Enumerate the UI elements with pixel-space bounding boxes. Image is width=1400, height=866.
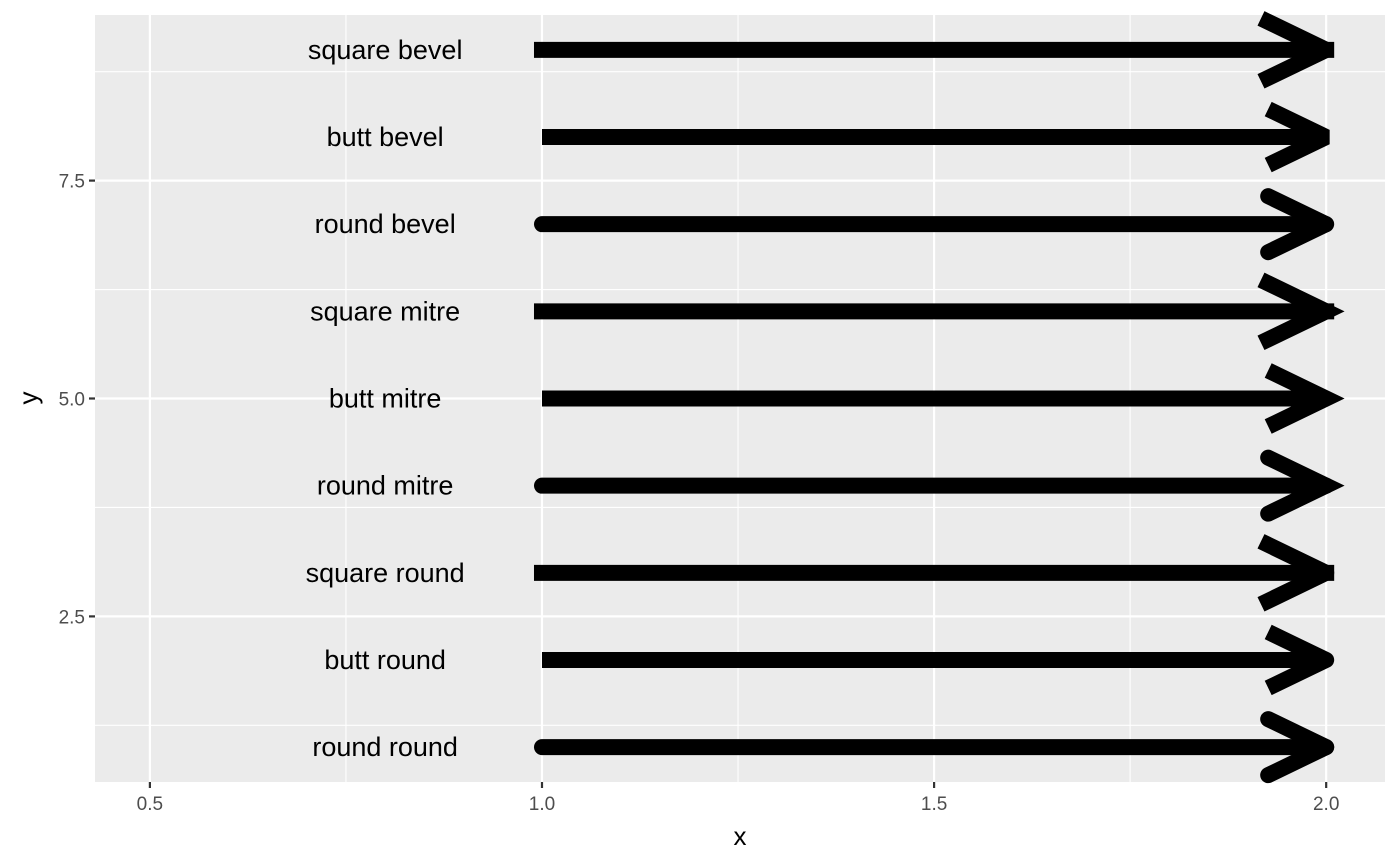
arrow-head-round-mitre	[1260, 449, 1345, 522]
x-axis-title: x	[734, 821, 747, 851]
x-tick-label: 2.0	[1313, 794, 1339, 815]
arrow-head-square-mitre	[1257, 272, 1345, 351]
segment-label: round round	[312, 732, 458, 762]
segment-label: butt round	[324, 645, 446, 675]
segment-label: square mitre	[310, 296, 460, 326]
segment-label: square bevel	[308, 35, 463, 65]
y-tick-label: 7.5	[59, 172, 85, 193]
y-axis-title: y	[13, 392, 43, 405]
x-axis: 0.5 1.0 1.5 2.0	[137, 782, 1339, 815]
arrow-head-round-round	[1260, 711, 1335, 784]
y-tick-label: 2.5	[59, 607, 85, 628]
y-tick-label: 5.0	[59, 390, 85, 411]
arrow-head-round-bevel	[1260, 188, 1330, 261]
segment-label: butt bevel	[327, 122, 444, 152]
segment-label: round bevel	[315, 209, 456, 239]
segment-label: round mitre	[317, 471, 454, 501]
segment-labels: round round butt round square round round m…	[306, 35, 465, 762]
y-axis: 2.5 5.0 7.5	[59, 172, 95, 628]
x-tick-label: 1.5	[921, 794, 947, 815]
arrow-head-butt-mitre	[1264, 363, 1345, 434]
x-tick-label: 0.5	[137, 794, 163, 815]
arrow-head-square-round	[1257, 534, 1335, 612]
arrow-head-butt-bevel	[1264, 101, 1330, 173]
segments	[533, 11, 1345, 784]
segment-label: square round	[306, 558, 465, 588]
arrow-head-butt-round	[1264, 624, 1335, 696]
arrow-head-square-bevel	[1257, 11, 1330, 89]
x-tick-label: 1.0	[529, 794, 555, 815]
segment-label: butt mitre	[329, 384, 442, 414]
